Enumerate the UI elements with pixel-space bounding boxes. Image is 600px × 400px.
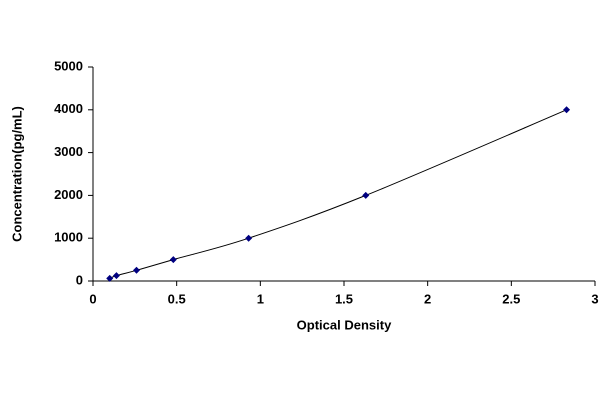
x-tick-label: 1: [257, 291, 264, 306]
y-tick-label: 5000: [54, 58, 83, 73]
x-tick-label: 0.5: [168, 291, 186, 306]
y-tick-label: 4000: [54, 101, 83, 116]
point: [245, 234, 253, 242]
x-tick-label: 0: [89, 291, 96, 306]
x-tick-label: 2: [424, 291, 431, 306]
y-tick-label: 0: [76, 272, 83, 287]
y-tick-label: 3000: [54, 144, 83, 159]
point: [133, 266, 141, 274]
x-tick-label: 2.5: [502, 291, 520, 306]
point: [362, 191, 370, 199]
point: [106, 274, 114, 282]
y-tick-label: 1000: [54, 230, 83, 245]
x-tick-label: 3: [591, 291, 598, 306]
curve: [109, 109, 567, 279]
point: [563, 106, 571, 114]
y-tick-label: 2000: [54, 187, 83, 202]
point: [169, 256, 177, 264]
y-axis-label: Concentration(pg/mL): [9, 106, 24, 242]
point: [112, 272, 120, 280]
x-axis-label: Optical Density: [297, 317, 392, 332]
x-tick-label: 1.5: [335, 291, 353, 306]
